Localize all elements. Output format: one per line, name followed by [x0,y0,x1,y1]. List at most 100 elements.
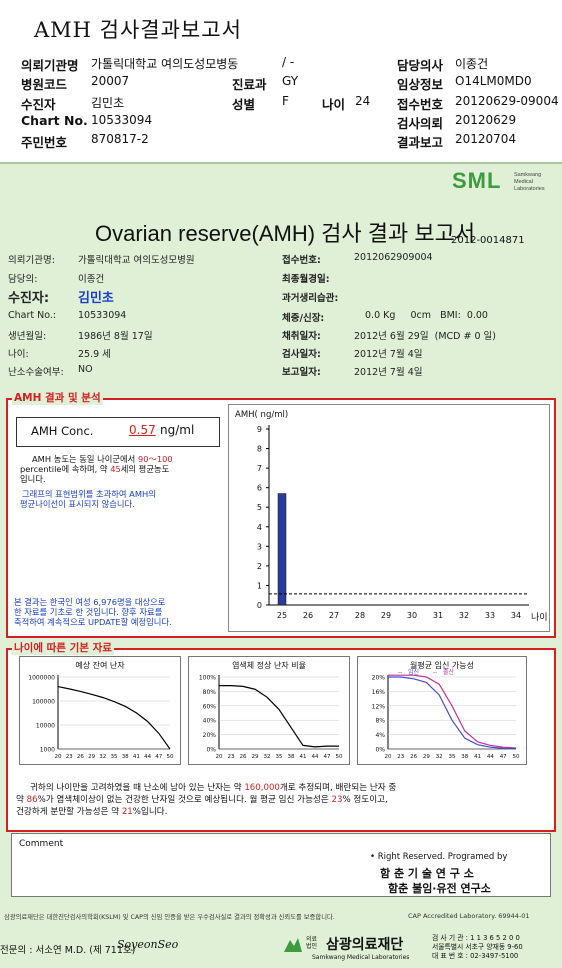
info-label: 보고일자: [282,367,321,378]
header-label: 담당의사 [397,58,444,73]
info-label: 의뢰기관명: [8,255,55,266]
amh-section-title: AMH 결과 및 분석 [12,390,103,405]
mini-chart-x-tick-label: 41 [133,754,140,760]
mini-chart-x-tick-label: 35 [276,754,283,760]
mini-chart-y-tick-label: 0% [206,747,216,754]
signature-label: 전문의 : 서소연 M.D. (제 711호) [0,945,136,956]
header-value: 10533094 [91,113,153,127]
mini-chart-x-tick-label: 29 [88,754,95,760]
mini-chart-x-tick-label: 26 [410,754,417,760]
mini-chart-x-tick-label: 44 [312,754,319,760]
amh-chart-panel: AMH( ng/ml) 0 1 2 3 4 5 6 7 8 9 25 26 27 28 29 30 31 32 33 3… [228,404,550,632]
amh-chart-x-tick-label: 30 [407,611,417,620]
amh-chart-x-tick-label: 26 [303,611,313,620]
mini-chart-x-tick-label: 50 [336,754,343,760]
info-label: 검사일자: [282,349,321,360]
header-value: / - [282,55,295,69]
info-value: NO [78,364,93,375]
header-label: 검사의뢰 [397,116,444,131]
header-label: 접수번호 [397,97,444,112]
mini-chart-x-tick-label: 44 [487,754,494,760]
header-value: 24 [355,94,371,108]
amh-chart-xlabel: 나이 [531,612,548,623]
foundation-name: 삼광의료재단 [326,937,404,953]
mini-chart-x-tick-label: 35 [111,754,118,760]
foundation-logo-icon [282,934,304,956]
header-section: AMH 검사결과보고서 의뢰기관명 가톨릭대학교 여의도성모병동 / - 담당의사 이종… [0,0,562,162]
mini-chart-y-tick-label: 40% [203,718,217,725]
mini-chart-x-tick-label: 38 [122,754,129,760]
comment-box: Comment • Right Reserved. Programed by 함… [11,833,551,897]
header-value: 가톨릭대학교 여의도성모병동 [91,57,239,71]
sml-logo: SML [452,168,502,193]
mini-chart-title: 염색체 정상 난자 비율 [232,660,306,670]
amh-chart-x-tick-label: 27 [329,611,339,620]
age-section-title: 나이에 따른 기본 자료 [12,640,114,655]
mini-chart-chromosome: 염색체 정상 난자 비율 100% 80% 60% 40% 20% 0% 20 23 26 29 32… [188,656,350,765]
amh-chart-y-tick-label: 8 [257,445,262,454]
database-note: 본 결과는 한국인 여성 6,976명을 대상으로 한 자료를 기초로 한 것입… [14,597,172,627]
percentile-note: AMH 농도는 동일 나이군에서 90～100 percentile에 속하며,… [20,454,173,484]
amh-chart-y-tick-label: 5 [257,503,262,512]
amh-conc-unit: ng/ml [160,423,195,437]
amh-chart-x-tick-label: 28 [355,611,365,620]
legend-label-pregnancy: 임신 [408,668,419,676]
amh-conc-box: AMH Conc. 0.57 ng/ml [16,417,220,447]
legend-label-birth: 출산 [443,668,455,676]
amh-chart-y-tick-label: 3 [257,542,262,551]
info-label: 나이: [8,349,29,360]
header-title: AMH 검사결과보고서 [34,18,242,42]
mini-chart-line [57,685,171,750]
lab-name-1: 함 춘 기 술 연 구 소 [380,867,474,880]
mini-chart-x-tick-label: 32 [99,754,106,760]
mini-chart-x-tick-label: 41 [474,754,481,760]
info-value: 2012062909004 [354,252,433,263]
mini-chart-y-tick-label: 60% [203,703,217,710]
info-label: 과거생리습관: [282,293,339,304]
info-value: 0.0 Kg 0cm BMI: 0.00 [365,310,488,321]
mini-chart-line [219,685,339,748]
mini-chart-x-tick-label: 47 [324,754,331,760]
header-value: 김민초 [91,96,125,110]
amh-chart-y-tick-label: 4 [257,523,262,532]
header-label: Chart No. [21,113,88,128]
header-value: GY [282,74,299,88]
header-label: 의뢰기관명 [21,58,79,73]
info-label: 담당의: [8,274,38,285]
header-label: 임상정보 [397,77,444,92]
mini-chart-x-tick-label: 38 [288,754,295,760]
mini-chart-y-tick-label: 1000 [40,747,55,754]
rights-text: • Right Reserved. Programed by [370,852,508,862]
mini-chart-y-tick-label: 20% [203,732,217,739]
amh-chart-y-tick-label: 2 [257,562,262,571]
footer-right-note: CAP Accredited Laboratory. 69944-01 [408,912,530,920]
mini-chart-y-tick-label: 100% [199,675,216,682]
mini-chart-y-tick-label: 20% [372,675,386,682]
mini-chart-x-tick-label: 29 [423,754,430,760]
info-value: 2012년 7월 4일 [354,349,423,360]
mini-chart-x-tick-label: 20 [216,754,223,760]
mini-chart-x-tick-label: 32 [436,754,443,760]
mini-chart-x-tick-label: 26 [240,754,247,760]
mini-chart-y-tick-label: 1000000 [28,675,55,682]
amh-chart-y-tick-label: 9 [257,425,262,434]
header-label: 진료과 [232,77,267,92]
mini-chart-y-tick-label: 4% [375,732,385,739]
amh-chart-y-tick-label: 0 [257,601,262,610]
report-title: Ovarian reserve(AMH) 검사 결과 보고서 [95,221,476,246]
mini-chart-title: 월평균 임신 가능성 [410,660,474,670]
header-value: 870817-2 [91,132,149,146]
info-label: Chart No.: [8,310,57,321]
comment-label: Comment [19,839,64,849]
mini-chart-x-tick-label: 23 [228,754,235,760]
amh-chart-x-tick-label: 33 [485,611,495,620]
info-label: 체중/신장: [282,313,325,324]
header-value: F [282,94,289,108]
header-value: 20120704 [455,132,517,146]
info-value: 2012년 6월 29일 (MCD # 0 일) [354,331,496,342]
mini-chart-x-tick-label: 35 [449,754,456,760]
amh-chart-x-tick-label: 34 [511,611,521,620]
mini-chart-y-tick-label: 100000 [32,699,55,706]
header-value: 이종건 [455,57,489,71]
info-label: 수진자: [8,291,50,306]
